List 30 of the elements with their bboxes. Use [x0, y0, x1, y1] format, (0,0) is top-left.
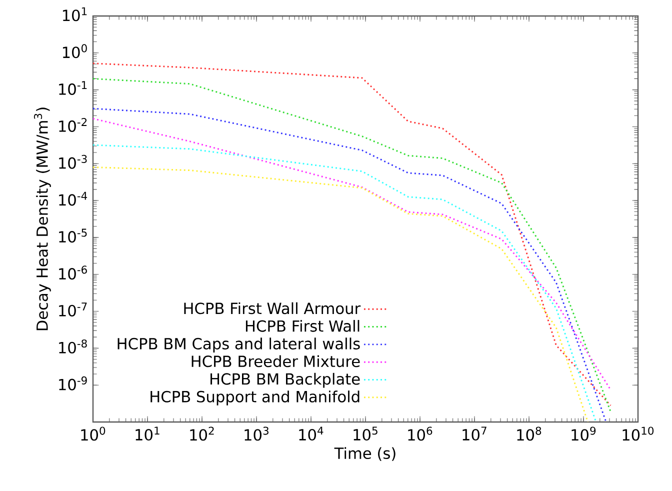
y-tick-label: 10$^{-7}$	[59, 302, 87, 316]
legend-label: HCPB Support and Manifold	[150, 390, 360, 406]
x-tick-label: 10$^{0}$	[81, 426, 106, 441]
y-tick-label: 10$^{-4}$	[59, 192, 88, 206]
x-tick-label: 10$^{9}$	[572, 426, 596, 441]
x-tick-label: 10$^{7}$	[462, 426, 486, 441]
y-tick-label: 10$^{-1}$	[59, 81, 87, 95]
x-axis-title: Time (s)	[334, 447, 396, 461]
x-tick-label: 10$^{10}$	[622, 426, 654, 441]
x-tick-label: 10$^{5}$	[354, 426, 378, 441]
x-tick-label: 10$^{2}$	[190, 426, 214, 441]
y-tick-label: 10$^{0}$	[62, 44, 87, 58]
y-axis-title: Decay Heat Density (MW/m$^{3}$)	[34, 108, 51, 330]
y-tick-label: 10$^{-3}$	[59, 154, 87, 169]
legend-label: HCPB First Wall	[246, 320, 360, 332]
y-tick-label: 10$^{-8}$	[59, 339, 87, 354]
legend-label: HCPB Breeder Mixture	[192, 355, 360, 368]
y-tick-label: 10$^{1}$	[62, 7, 87, 22]
y-tick-label: 10$^{-2}$	[59, 118, 87, 132]
x-tick-label: 10$^{4}$	[299, 426, 324, 441]
legend-label: HCPB First Wall Armour	[184, 302, 361, 314]
legend-label: HCPB BM Caps and lateral walls	[118, 338, 360, 352]
y-tick-label: 10$^{-6}$	[59, 266, 87, 280]
x-tick-label: 10$^{3}$	[244, 426, 268, 441]
y-tick-label: 10$^{-5}$	[59, 228, 87, 243]
x-tick-label: 10$^{1}$	[136, 426, 160, 441]
legend-label: HCPB BM Backplate	[210, 372, 360, 388]
x-tick-label: 10$^{6}$	[408, 426, 432, 441]
x-tick-label: 10$^{8}$	[517, 426, 542, 441]
y-tick-label: 10$^{-9}$	[59, 376, 87, 390]
